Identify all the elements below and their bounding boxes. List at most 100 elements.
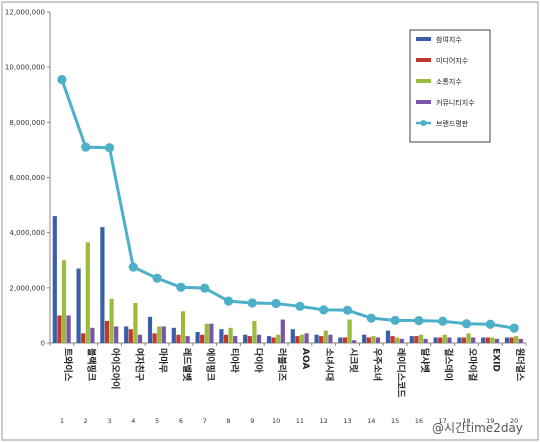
x-tick-label: 블랙핑크 bbox=[86, 348, 98, 381]
rank-label: 10 bbox=[272, 417, 280, 425]
bar-2-18 bbox=[461, 337, 467, 343]
x-tick-label: 우주소녀 bbox=[371, 348, 383, 381]
bar-2-4 bbox=[128, 329, 133, 343]
rank-label: 9 bbox=[250, 417, 254, 425]
bar-3-14 bbox=[371, 336, 376, 343]
bar-2-14 bbox=[366, 337, 371, 343]
rank-label: 16 bbox=[415, 417, 423, 425]
y-tick-label: 4,000,000 bbox=[9, 229, 45, 237]
x-tick-label: AOA bbox=[300, 348, 310, 369]
bar-2-11 bbox=[295, 336, 300, 343]
legend-entry: 커뮤니티지수 bbox=[436, 98, 475, 107]
legend-swatch bbox=[416, 79, 431, 83]
bar-4-19 bbox=[494, 338, 500, 343]
bar-4-3 bbox=[114, 326, 119, 343]
rank-label: 13 bbox=[343, 417, 351, 425]
bar-1-19 bbox=[481, 337, 486, 343]
bar-2-20 bbox=[509, 337, 514, 343]
bar-4-4 bbox=[137, 334, 143, 343]
bar-marks bbox=[52, 216, 523, 343]
bar-4-17 bbox=[447, 337, 452, 343]
line-point-5 bbox=[152, 273, 162, 283]
bar-3-19 bbox=[490, 337, 495, 343]
line-point-14 bbox=[366, 313, 376, 323]
x-tick-label: 소녀시대 bbox=[324, 348, 336, 381]
y-tick-label: 12,000,000 bbox=[5, 9, 45, 17]
bar-1-14 bbox=[362, 334, 367, 343]
bar-3-17 bbox=[442, 334, 447, 343]
bar-1-3 bbox=[100, 227, 105, 343]
x-tick-label: 오마이걸 bbox=[467, 348, 479, 381]
bar-3-20 bbox=[514, 336, 519, 343]
line-point-10 bbox=[271, 298, 281, 309]
bar-4-14 bbox=[375, 337, 381, 343]
y-tick-label: 8,000,000 bbox=[9, 119, 45, 127]
x-tick-label: EXID bbox=[490, 348, 500, 372]
bar-1-17 bbox=[433, 337, 438, 343]
line-point-9 bbox=[247, 298, 257, 308]
bar-4-13 bbox=[352, 340, 357, 343]
bar-3-8 bbox=[228, 327, 233, 343]
bar-4-15 bbox=[399, 338, 404, 343]
x-tick-label: 레이디스코드 bbox=[395, 348, 407, 398]
bar-4-1 bbox=[66, 315, 71, 343]
line-point-2 bbox=[81, 142, 91, 152]
legend-entry: 브랜드평판 bbox=[436, 119, 469, 128]
x-tick-label: 마마무 bbox=[157, 348, 169, 373]
bar-2-6 bbox=[176, 334, 181, 343]
bar-3-3 bbox=[109, 298, 114, 343]
rank-label: 12 bbox=[320, 417, 328, 425]
bar-2-16 bbox=[414, 336, 419, 343]
x-tick-label: 트와이스 bbox=[62, 348, 74, 382]
rank-label: 3 bbox=[107, 417, 111, 425]
bar-1-20 bbox=[504, 337, 510, 343]
bar-2-2 bbox=[81, 333, 86, 343]
rank-label: 17 bbox=[439, 417, 447, 425]
legend-line-marker bbox=[420, 120, 427, 126]
rank-label: 20 bbox=[510, 417, 518, 425]
bar-3-10 bbox=[276, 334, 281, 343]
bar-1-5 bbox=[147, 316, 153, 343]
line-point-7 bbox=[200, 283, 210, 293]
bar-2-17 bbox=[438, 337, 443, 343]
bar-1-2 bbox=[76, 268, 81, 343]
bar-3-12 bbox=[323, 330, 328, 343]
bar-3-15 bbox=[395, 337, 400, 343]
bar-3-6 bbox=[180, 311, 186, 343]
legend-entry: 소통지수 bbox=[436, 77, 462, 86]
bar-3-18 bbox=[466, 333, 471, 343]
rank-label: 2 bbox=[84, 417, 88, 425]
x-tick-labels: 트와이스 1 블랙핑크 2 아이오아이 3 여자친구 4 마마무 5 레드벨벳 6 에이핑크 7 티아라 8 다… bbox=[60, 348, 526, 425]
line-point-18 bbox=[461, 319, 472, 329]
x-tick-label: 걸스데이 bbox=[443, 348, 455, 381]
x-tick-label: 아이오아이 bbox=[110, 348, 122, 389]
rank-label: 18 bbox=[462, 417, 470, 425]
legend-entry: 참여지수 bbox=[436, 35, 462, 44]
bar-2-12 bbox=[319, 336, 324, 343]
x-tick-label: 시크릿 bbox=[348, 348, 360, 373]
rank-label: 8 bbox=[226, 417, 230, 425]
bar-2-15 bbox=[390, 336, 395, 343]
x-tick-label: 레드벨벳 bbox=[181, 348, 193, 382]
bar-1-11 bbox=[290, 329, 295, 343]
bar-1-18 bbox=[457, 337, 462, 343]
bar-4-18 bbox=[471, 337, 476, 343]
x-tick-label: 티아라 bbox=[229, 348, 241, 374]
line-point-13 bbox=[342, 305, 353, 315]
rank-label: 6 bbox=[179, 417, 183, 425]
bar-3-2 bbox=[85, 242, 90, 343]
bar-4-12 bbox=[328, 334, 333, 343]
bar-3-13 bbox=[347, 319, 352, 343]
rank-label: 5 bbox=[155, 417, 159, 425]
bar-4-11 bbox=[304, 333, 309, 343]
line-point-12 bbox=[319, 305, 329, 315]
bar-2-1 bbox=[57, 315, 62, 343]
y-tick-label: 10,000,000 bbox=[5, 64, 45, 72]
bar-3-5 bbox=[157, 326, 162, 343]
bar-4-10 bbox=[280, 319, 285, 343]
bar-3-1 bbox=[61, 260, 67, 343]
bar-4-8 bbox=[233, 336, 238, 343]
x-tick-label: 에이핑크 bbox=[205, 348, 217, 381]
bar-4-16 bbox=[423, 338, 428, 343]
